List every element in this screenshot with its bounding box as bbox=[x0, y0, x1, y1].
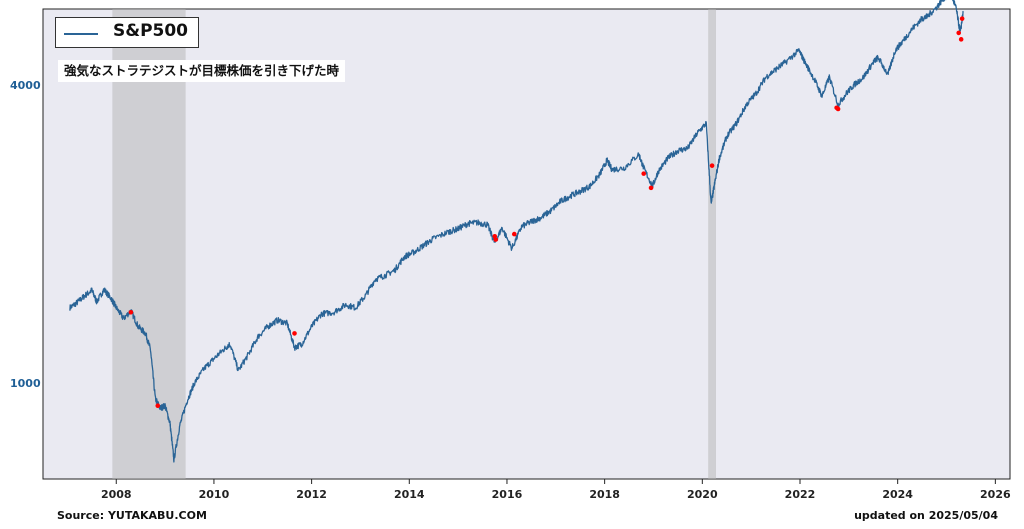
y-tick-label: 1000 bbox=[10, 377, 41, 390]
series-line-0 bbox=[69, 0, 964, 463]
recession-band-0 bbox=[112, 9, 186, 479]
downgrade-marker bbox=[709, 163, 715, 168]
x-tick-label: 2026 bbox=[980, 488, 1011, 501]
x-tick-label: 2014 bbox=[394, 488, 425, 501]
downgrade-marker bbox=[641, 171, 647, 176]
plot-area bbox=[42, 8, 1011, 480]
x-tick-label: 2020 bbox=[687, 488, 718, 501]
downgrade-marker-layer bbox=[128, 16, 965, 409]
x-tick-label: 2024 bbox=[882, 488, 913, 501]
legend: S&P500 bbox=[55, 17, 199, 48]
downgrade-marker bbox=[956, 30, 962, 36]
sp500-line-layer bbox=[69, 0, 964, 463]
downgrade-marker bbox=[511, 231, 517, 237]
x-tick-label: 2016 bbox=[492, 488, 523, 501]
source-label: Source: YUTAKABU.COM bbox=[57, 509, 207, 522]
x-tick-label: 2012 bbox=[296, 488, 327, 501]
downgrade-marker bbox=[648, 185, 654, 191]
legend-line-swatch bbox=[64, 33, 98, 35]
downgrade-marker bbox=[155, 403, 161, 409]
annotation-label: 強気なストラテジストが目標株価を引き下げた時 bbox=[58, 60, 346, 82]
downgrade-marker bbox=[958, 37, 964, 42]
x-tick-label: 2008 bbox=[101, 488, 132, 501]
updated-label: updated on 2025/05/04 bbox=[854, 509, 998, 522]
y-axis: 1000 4000 bbox=[10, 79, 41, 390]
x-axis: 2008 2010 2012 2014 2016 2018 2020 2022 2024 2026 bbox=[101, 479, 1011, 501]
downgrade-marker bbox=[292, 331, 297, 336]
legend-label: S&P500 bbox=[113, 21, 189, 41]
x-tick-label: 2022 bbox=[785, 488, 816, 501]
downgrade-marker bbox=[835, 106, 841, 112]
recession-band-1 bbox=[708, 9, 716, 479]
x-tick-label: 2010 bbox=[199, 488, 230, 501]
downgrade-marker bbox=[959, 16, 965, 21]
y-tick-label: 4000 bbox=[10, 79, 41, 92]
downgrade-marker bbox=[128, 310, 134, 315]
x-tick-label: 2018 bbox=[589, 488, 620, 501]
recession-shading bbox=[112, 9, 716, 479]
downgrade-marker bbox=[493, 237, 499, 242]
